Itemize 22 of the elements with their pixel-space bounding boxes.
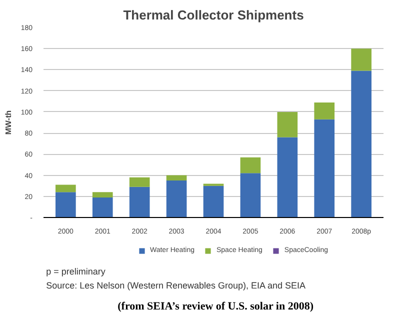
bar bbox=[166, 180, 187, 218]
bar bbox=[203, 186, 224, 218]
bar bbox=[166, 175, 187, 181]
bar bbox=[129, 177, 150, 187]
bar bbox=[129, 186, 150, 218]
bar bbox=[314, 102, 335, 120]
source-note: Source: Les Nelson (Western Renewables Group), EIA and SEIA bbox=[46, 280, 306, 290]
bar bbox=[277, 112, 298, 138]
text: p = preliminary bbox=[46, 266, 106, 276]
text: (from SEIA’s review of U.S. solar in 2008) bbox=[118, 300, 314, 312]
bar bbox=[240, 157, 261, 174]
chart-title: Thermal Collector Shipments bbox=[123, 8, 304, 22]
bar bbox=[56, 192, 76, 218]
bar bbox=[92, 192, 113, 198]
bar bbox=[240, 173, 261, 218]
bar bbox=[56, 184, 76, 192]
bar bbox=[277, 137, 298, 218]
bar bbox=[92, 197, 113, 218]
bar bbox=[314, 119, 335, 218]
bar bbox=[351, 48, 372, 71]
bar bbox=[351, 70, 372, 218]
y-axis-title: MW-th bbox=[4, 110, 13, 135]
